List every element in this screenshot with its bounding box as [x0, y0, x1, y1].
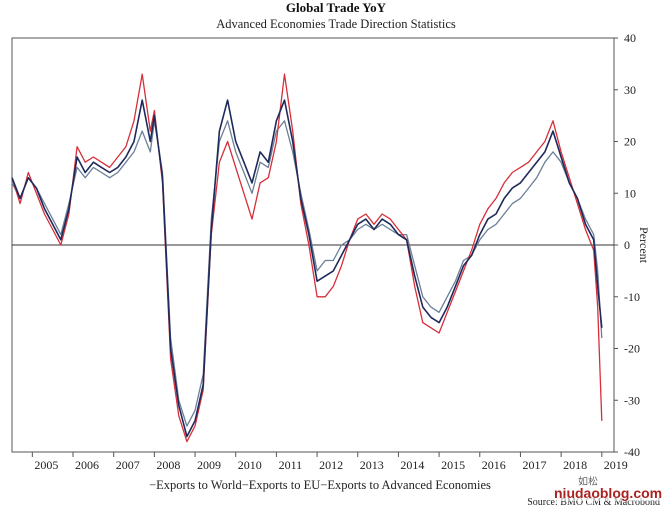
y-tick-label: 10: [624, 186, 636, 200]
chart-legend: −Exports to World−Exports to EU−Exports …: [149, 478, 491, 492]
x-tick-label: 2014: [400, 458, 424, 472]
x-tick-label: 2019: [604, 458, 628, 472]
y-axis-label: Percent: [637, 227, 651, 264]
series-lines: [11, 73, 603, 443]
x-tick-label: 2013: [360, 458, 384, 472]
series-line-1: [11, 120, 603, 427]
chart-title: Global Trade YoY: [285, 0, 387, 15]
site-watermark: 如松 niudaoblog.com: [552, 477, 670, 507]
x-tick-label: 2006: [75, 458, 99, 472]
source-note: Source: BMO CM & Macrobond: [527, 497, 660, 508]
x-tick-label: 2007: [116, 458, 140, 472]
x-tick-label: 2005: [34, 458, 58, 472]
x-tick-label: 2012: [319, 458, 343, 472]
x-tick-label: 2008: [156, 458, 180, 472]
y-tick-label: 20: [624, 135, 636, 149]
y-tick-label: -10: [624, 290, 640, 304]
series-line-3: [11, 99, 603, 438]
x-tick-label: 2017: [522, 458, 546, 472]
x-tick-label: 2018: [563, 458, 587, 472]
x-tick-label: 2009: [197, 458, 221, 472]
x-tick-label: 2011: [279, 458, 303, 472]
series-line-2: [11, 73, 603, 443]
x-tick-label: 2015: [441, 458, 465, 472]
y-tick-label: -40: [624, 445, 640, 459]
y-tick-label: 40: [624, 31, 636, 45]
chart-subtitle: Advanced Economies Trade Direction Stati…: [216, 17, 456, 31]
y-tick-label: -30: [624, 393, 640, 407]
y-tick-label: 0: [624, 238, 630, 252]
watermark-top-text: 如松: [578, 477, 598, 488]
y-tick-label: -20: [624, 342, 640, 356]
watermark-text: niudaoblog.com: [554, 485, 663, 501]
x-tick-label: 2016: [482, 458, 506, 472]
x-tick-label: 2010: [238, 458, 262, 472]
y-tick-label: 30: [624, 83, 636, 97]
